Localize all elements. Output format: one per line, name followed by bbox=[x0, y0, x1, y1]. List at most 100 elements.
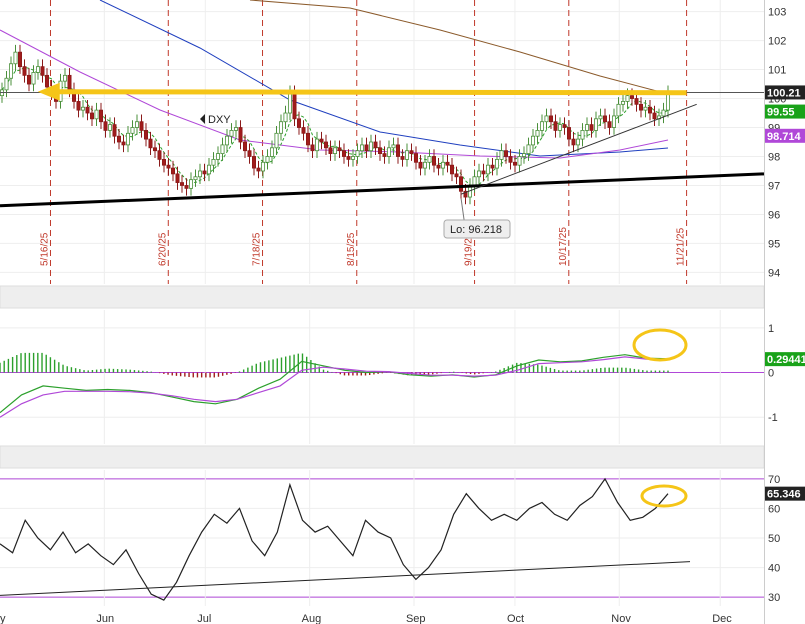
rsi-value-box bbox=[765, 486, 805, 501]
candle-body bbox=[571, 138, 576, 146]
candle-body bbox=[310, 144, 315, 152]
arrowhead-icon bbox=[37, 82, 60, 101]
candle-body bbox=[36, 66, 41, 73]
candle-body bbox=[652, 112, 657, 120]
rsi-tick-label: 40 bbox=[768, 563, 780, 575]
macd-histogram bbox=[0, 352, 669, 378]
candle-body bbox=[45, 74, 50, 88]
price-label-box bbox=[765, 104, 805, 119]
rsi-lines bbox=[0, 477, 691, 601]
candle-body bbox=[436, 164, 441, 169]
candle-body bbox=[594, 118, 599, 131]
candle-body bbox=[220, 144, 225, 154]
symbol-pointer-icon bbox=[200, 114, 205, 124]
candle-body bbox=[211, 158, 216, 166]
candle-body bbox=[634, 98, 639, 105]
candle-body bbox=[526, 144, 531, 154]
price-gridlines bbox=[0, 0, 764, 284]
candle-body bbox=[85, 106, 90, 114]
candle-body bbox=[67, 74, 72, 91]
expiry-label: 6/20/25 bbox=[157, 232, 168, 266]
candle-body bbox=[440, 161, 445, 169]
candle-body bbox=[40, 66, 45, 76]
candle-body bbox=[251, 156, 256, 169]
candle-body bbox=[22, 66, 27, 76]
candle-body bbox=[278, 121, 283, 134]
candle-body bbox=[76, 101, 81, 111]
ma-20-line bbox=[1, 66, 669, 187]
candle-body bbox=[296, 118, 301, 128]
candle-body bbox=[513, 161, 518, 166]
candle-body bbox=[184, 185, 189, 189]
candle-body bbox=[134, 121, 139, 128]
price-tick-label: 102 bbox=[768, 36, 786, 48]
candle-body bbox=[382, 153, 387, 157]
candle-body bbox=[166, 164, 171, 169]
x-axis: y Jun Jul Aug Sep Oct Nov Dec bbox=[0, 613, 732, 624]
month-label: Nov bbox=[611, 613, 631, 624]
candle-body bbox=[108, 124, 113, 131]
candle-body bbox=[143, 130, 148, 140]
candle-body bbox=[364, 144, 369, 152]
candle-body bbox=[607, 121, 612, 128]
candle-body bbox=[269, 147, 274, 157]
low-annotation-text: Lo: 96.218 bbox=[450, 224, 502, 236]
rsi-trendline bbox=[0, 561, 691, 596]
resistance-arrow-line bbox=[57, 89, 687, 96]
candle-body bbox=[157, 150, 162, 160]
candle-body bbox=[458, 176, 463, 192]
price-label-box bbox=[765, 128, 805, 143]
x-start-label: y bbox=[0, 613, 6, 624]
candle-body bbox=[508, 156, 513, 163]
candle-body bbox=[332, 147, 337, 154]
candle-body bbox=[229, 130, 234, 137]
candle-body bbox=[621, 101, 626, 105]
candle-body bbox=[485, 164, 490, 175]
rsi-tick-label: 50 bbox=[768, 533, 780, 545]
candle-body bbox=[247, 150, 252, 157]
candle-body bbox=[431, 156, 436, 166]
candle-body bbox=[81, 106, 86, 111]
price-label-text: 100.21 bbox=[767, 87, 801, 99]
candle-body bbox=[413, 153, 418, 163]
candle-body bbox=[558, 124, 563, 131]
candle-body bbox=[99, 109, 104, 123]
price-overlays: Lo: 96.218 bbox=[0, 82, 765, 239]
candle-body bbox=[598, 115, 603, 120]
macd-axis: 1 0 -1 0.29441 bbox=[765, 310, 805, 444]
candle-body bbox=[224, 135, 229, 146]
macd-tick-label: 0 bbox=[768, 368, 774, 380]
price-tick-label: 101 bbox=[768, 65, 786, 77]
expiry-markers: 5/16/25 6/20/25 7/18/25 8/15/25 9/19/25 10/17… bbox=[39, 0, 688, 284]
candle-body bbox=[630, 95, 635, 99]
candle-body bbox=[152, 147, 157, 152]
candle-body bbox=[287, 92, 292, 114]
candle-body bbox=[193, 176, 198, 181]
candle-body bbox=[238, 127, 243, 143]
candle-body bbox=[422, 161, 427, 169]
rsi-value-text: 65.346 bbox=[767, 489, 801, 501]
price-label-text: 98.714 bbox=[767, 131, 802, 143]
candle-body bbox=[648, 106, 653, 114]
candle-body bbox=[117, 135, 122, 143]
candle-body bbox=[355, 150, 360, 157]
candle-body bbox=[26, 74, 31, 85]
candle-body bbox=[8, 63, 13, 79]
candle-body bbox=[341, 150, 346, 157]
candle-body bbox=[197, 170, 202, 178]
candle-body bbox=[544, 115, 549, 123]
candle-body bbox=[481, 170, 486, 175]
month-label: Oct bbox=[507, 613, 524, 624]
candle-body bbox=[549, 115, 554, 123]
candle-body bbox=[242, 141, 247, 152]
candle-body bbox=[359, 144, 364, 152]
candle-body bbox=[319, 138, 324, 143]
candle-body bbox=[661, 109, 666, 117]
low-pointer-line bbox=[460, 198, 465, 221]
candle-body bbox=[301, 127, 306, 134]
candle-body bbox=[503, 150, 508, 157]
candle-body bbox=[265, 156, 270, 163]
candle-body bbox=[666, 92, 671, 111]
candle-body bbox=[368, 141, 373, 152]
